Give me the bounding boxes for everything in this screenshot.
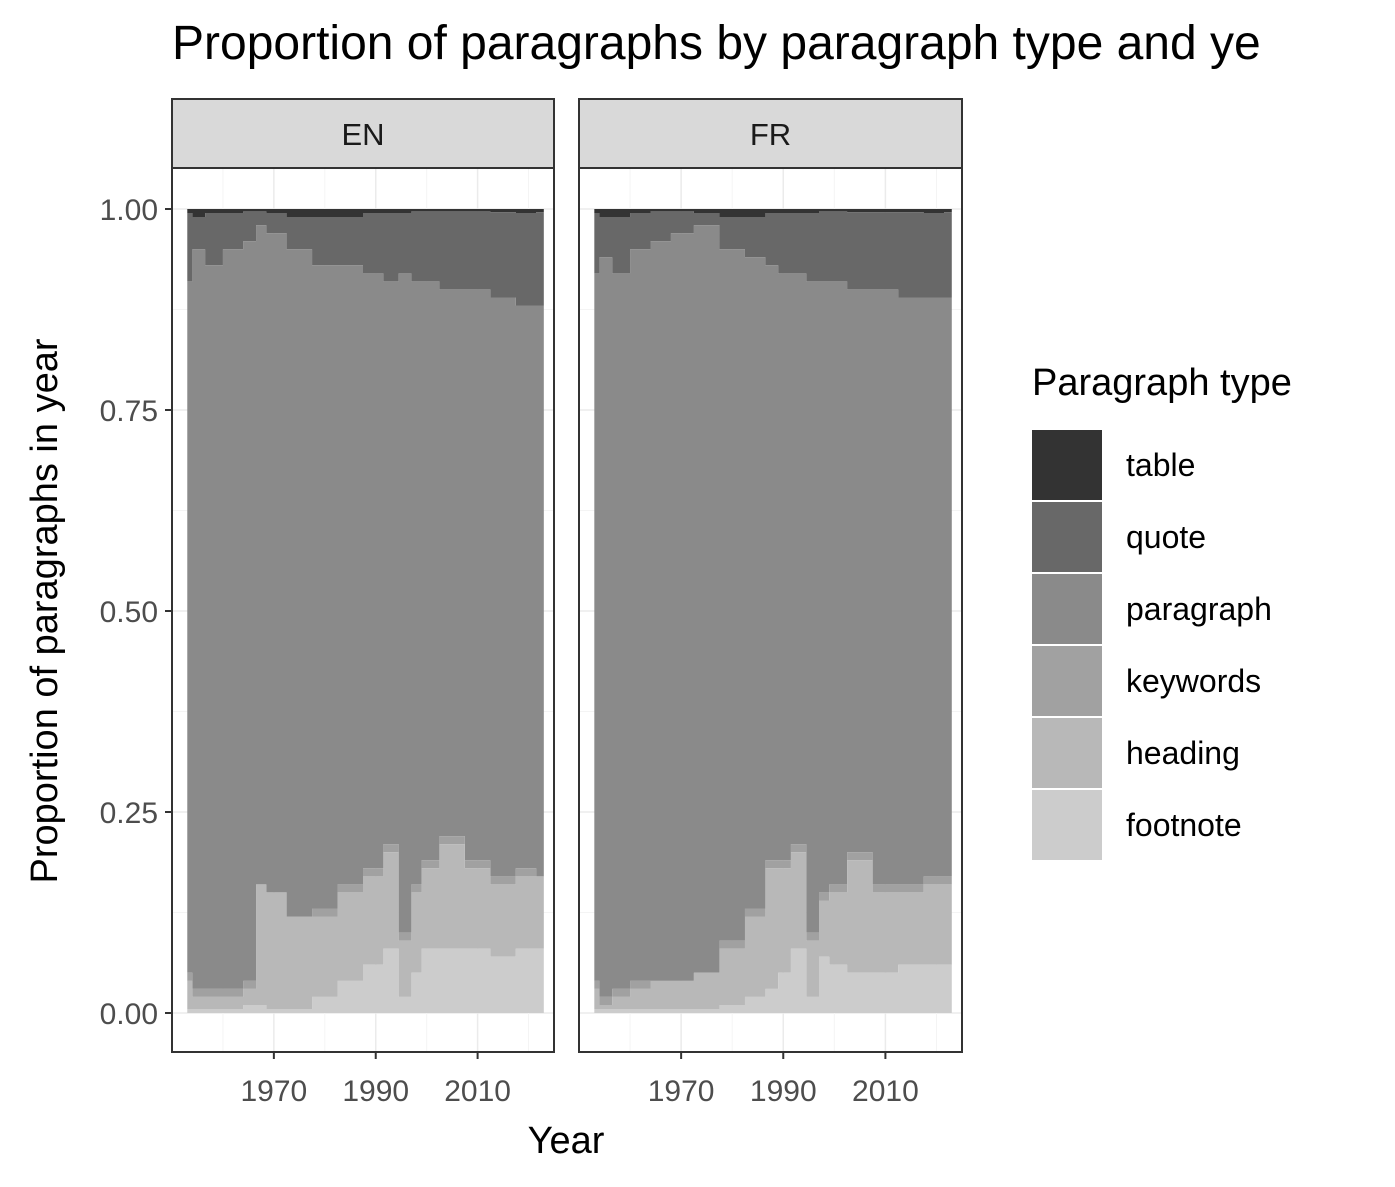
legend-item-quote: quote [1032, 501, 1292, 573]
area-footnote-en [187, 948, 544, 1013]
x-tick-label: 1970 [648, 1075, 715, 1108]
x-axis-label: Year [528, 1120, 605, 1162]
legend-key-heading [1032, 718, 1102, 788]
area-paragraph-fr [594, 225, 952, 997]
area-table-en [187, 209, 544, 218]
facet-label-fr: FR [750, 117, 791, 152]
y-tick-label: 1.00 [100, 194, 158, 227]
area-heading-fr [594, 852, 952, 1009]
legend-label-paragraph: paragraph [1126, 590, 1272, 627]
x-tick-label: 2010 [444, 1075, 511, 1108]
y-tick-label: 0.50 [100, 596, 158, 629]
x-tick-label: 1990 [750, 1075, 817, 1108]
legend-label-keywords: keywords [1126, 662, 1262, 699]
legend-item-heading: heading [1032, 717, 1292, 789]
y-tick-label: 0.00 [100, 998, 158, 1031]
legend-label-table: table [1126, 446, 1196, 483]
area-quote-en [187, 211, 544, 306]
legend-key-quote [1032, 502, 1102, 572]
y-tick-label: 0.25 [100, 797, 158, 830]
legend-key-table [1032, 430, 1102, 500]
chart-title: Proportion of paragraphs by paragraph ty… [172, 17, 1261, 70]
y-tick-label: 0.75 [100, 395, 158, 428]
legend-item-paragraph: paragraph [1032, 573, 1292, 645]
legend: Paragraph type table quote paragraph keywor… [1032, 362, 1292, 861]
legend-item-keywords: keywords [1032, 645, 1292, 717]
facet-label-en: EN [341, 117, 384, 152]
facet-strip-en [171, 98, 555, 169]
legend-key-paragraph [1032, 574, 1102, 644]
legend-key-keywords [1032, 646, 1102, 716]
legend-title: Paragraph type [1032, 362, 1292, 404]
legend-label-heading: heading [1126, 734, 1240, 771]
legend-item-table: table [1032, 429, 1292, 501]
legend-item-footnote: footnote [1032, 789, 1292, 861]
legend-key-footnote [1032, 790, 1102, 860]
x-tick-label: 2010 [852, 1075, 919, 1108]
y-axis-label: Proportion of paragraphs in year [24, 338, 66, 883]
facet-strip-fr [578, 98, 963, 169]
area-quote-fr [594, 211, 952, 298]
legend-label-footnote: footnote [1126, 806, 1242, 843]
x-tick-label: 1990 [342, 1075, 409, 1108]
area-table-fr [594, 209, 952, 218]
area-footnote-fr [594, 948, 952, 1013]
legend-items: table quote paragraph keywords heading footno… [1032, 429, 1292, 861]
area-paragraph-en [187, 225, 544, 989]
legend-label-quote: quote [1126, 518, 1207, 555]
area-heading-en [187, 844, 544, 1009]
x-tick-label: 1970 [240, 1075, 307, 1108]
